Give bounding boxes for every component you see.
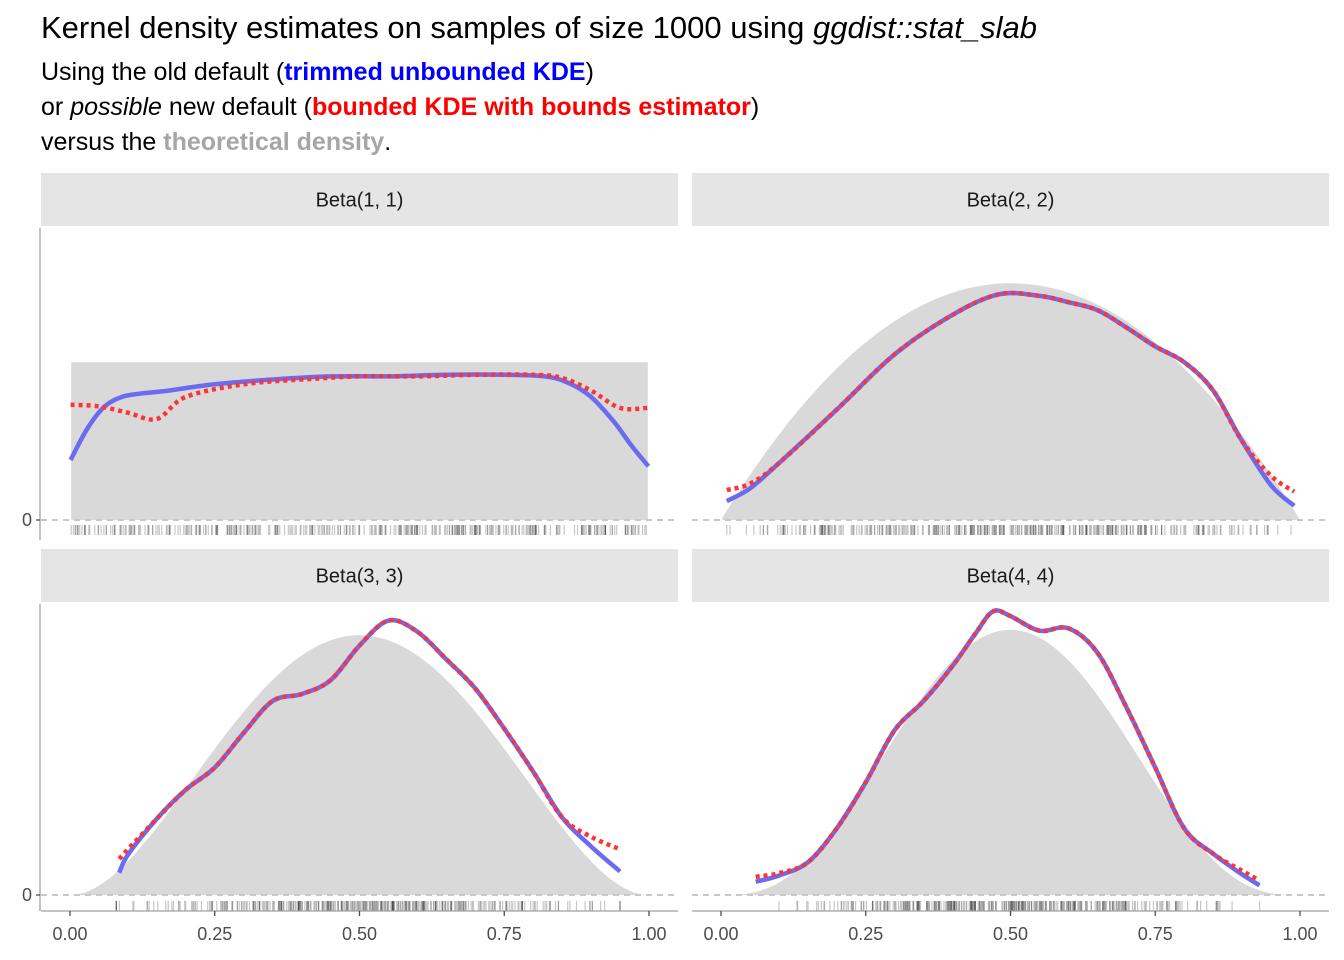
x-tick-label: 0.50: [993, 924, 1028, 944]
y-tick-label-zero: 0: [22, 510, 32, 530]
facet-panel-3: Beta(3, 3) 0 0.00 0.25 0.50 0.75 1.00: [22, 549, 678, 944]
facet-strip-label: Beta(3, 3): [316, 566, 404, 588]
x-tick-label: 0.00: [703, 924, 738, 944]
theoretical-density-area: [71, 362, 648, 520]
x-tick-label: 0.00: [52, 924, 87, 944]
theoretical-density-area: [71, 635, 648, 895]
bounded-kde-line: [726, 290, 1296, 494]
facet-strip-label: Beta(4, 4): [967, 566, 1055, 588]
x-tick-label: 1.00: [1282, 924, 1317, 944]
subtitle-line-1: Using the old default (trimmed unbounded…: [41, 58, 594, 86]
facet-strip: [41, 549, 678, 602]
x-tick-label: 0.25: [197, 924, 232, 944]
subtitle-line-2: or possible new default (bounded KDE wit…: [41, 93, 760, 121]
x-tick-label: 0.75: [487, 924, 522, 944]
x-tick-label: 0.50: [342, 924, 377, 944]
x-tick-label: 0.75: [1138, 924, 1173, 944]
bounded-kde-line: [755, 608, 1261, 883]
sample-rug: [726, 525, 1292, 535]
chart-title: Kernel density estimates on samples of s…: [41, 10, 1038, 45]
legend-theoretical-label: theoretical density: [163, 128, 385, 156]
subtitle-line-3: versus the theoretical density.: [41, 128, 392, 156]
legend-bounded-label: bounded KDE with bounds estimator: [312, 93, 751, 121]
facet-strip: [41, 173, 678, 226]
sample-rug: [70, 525, 647, 535]
bounded-kde-line: [117, 617, 621, 861]
facet-panel-1: Beta(1, 1) 0: [22, 173, 678, 540]
sample-rug: [115, 901, 621, 911]
theoretical-density-area: [722, 629, 1299, 895]
bounded-kde-line: [70, 372, 649, 422]
facet-panel-4: Beta(4, 4) 0.00 0.25 0.50 0.75 1.00: [692, 549, 1329, 944]
x-tick-label: 0.25: [848, 924, 883, 944]
y-tick-label-zero: 0: [22, 885, 32, 905]
facet-panel-2: Beta(2, 2): [692, 173, 1329, 535]
x-tick-label: 1.00: [631, 924, 666, 944]
theoretical-density-area: [722, 283, 1299, 520]
facet-strip: [692, 173, 1329, 226]
legend-unbounded-label: trimmed unbounded KDE: [284, 58, 586, 86]
facet-strip-label: Beta(1, 1): [316, 190, 404, 212]
sample-rug: [778, 901, 1261, 911]
facet-strip: [692, 549, 1329, 602]
unbounded-kde-line: [68, 372, 651, 468]
facet-strip-label: Beta(2, 2): [967, 190, 1055, 212]
